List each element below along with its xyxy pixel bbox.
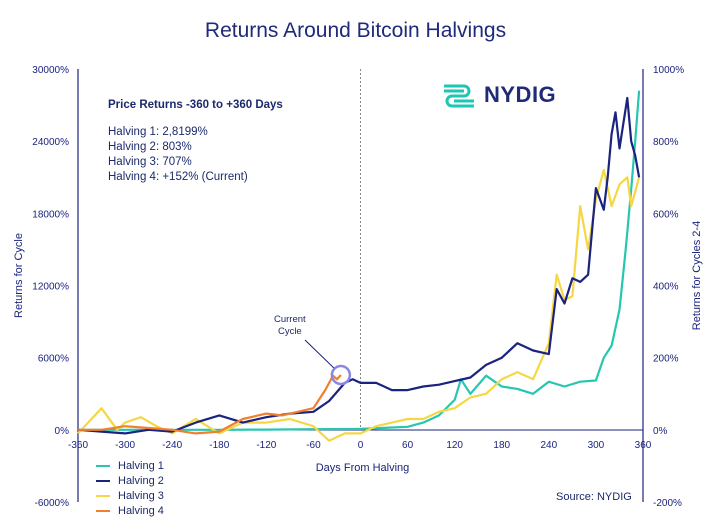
y-axis-title-right: Returns for Cycles 2-4: [691, 221, 703, 330]
annotation-line: Halving 1: 2,8199%: [108, 126, 208, 138]
source-note: Source: NYDIG: [556, 491, 632, 503]
x-tick-label: -300: [115, 440, 135, 451]
legend-label: Halving 3: [118, 489, 164, 502]
legend-item: Halving 2: [96, 473, 164, 488]
y-tick-label-right: 600%: [653, 209, 679, 220]
annotation-title: Price Returns -360 to +360 Days: [108, 99, 283, 111]
x-tick-label: 0: [358, 440, 364, 451]
y-tick-label-left: 24000%: [32, 137, 69, 148]
legend-swatch: [96, 464, 110, 467]
series-line-halving-3: [77, 168, 641, 442]
legend-label: Halving 1: [118, 459, 164, 472]
x-tick-label: 360: [635, 440, 652, 451]
legend-swatch: [96, 479, 110, 482]
y-tick-label-right: 200%: [653, 354, 679, 365]
legend-swatch: [96, 494, 110, 497]
x-tick-label: 60: [402, 440, 414, 451]
x-tick-label: 180: [493, 440, 510, 451]
x-tick-label: -360: [68, 440, 88, 451]
x-tick-label: -180: [209, 440, 229, 451]
y-tick-label-left: 12000%: [32, 282, 69, 293]
x-tick-label: 240: [540, 440, 557, 451]
y-tick-label-right: 1000%: [653, 65, 684, 76]
legend-item: Halving 3: [96, 488, 164, 503]
logo-text: NYDIG: [484, 82, 557, 107]
nydig-logo: NYDIG: [442, 82, 556, 108]
x-tick-label: -120: [256, 440, 276, 451]
legend: Halving 1 Halving 2 Halving 3 Halving 4: [96, 458, 164, 518]
nydig-logo-icon: [444, 84, 474, 108]
y-tick-label-right: -200%: [653, 498, 682, 509]
callout-line: Cycle: [277, 326, 302, 337]
y-tick-label-left: 0%: [55, 426, 70, 437]
series-line-halving-1: [78, 90, 641, 431]
y-tick-label-left: 6000%: [38, 354, 69, 365]
y-tick-label-left: -6000%: [35, 498, 70, 509]
legend-swatch: [96, 509, 110, 512]
callout-pointer-line: [304, 339, 335, 369]
annotation-line: Halving 2: 803%: [108, 141, 192, 153]
x-tick-label: 300: [588, 440, 605, 451]
legend-label: Halving 4: [118, 504, 164, 517]
x-tick-label: -60: [306, 440, 321, 451]
current-cycle-circle: [330, 364, 352, 386]
x-tick-label: -240: [162, 440, 182, 451]
y-tick-label-right: 400%: [653, 282, 679, 293]
current-cycle-callout: Current Cycle: [274, 314, 306, 338]
legend-label: Halving 2: [118, 474, 164, 487]
y-tick-label-left: 30000%: [32, 65, 69, 76]
chart-title: Returns Around Bitcoin Halvings: [204, 19, 507, 42]
x-axis-title: Days From Halving: [316, 462, 410, 474]
x-tick-label: 120: [446, 440, 463, 451]
returns-annotation: Price Returns -360 to +360 Days Halving …: [108, 98, 283, 185]
legend-item: Halving 4: [96, 503, 164, 518]
y-tick-label-right: 0%: [653, 426, 668, 437]
annotation-line: Halving 4: +152% (Current): [108, 171, 248, 183]
y-tick-label-left: 18000%: [32, 209, 69, 220]
callout-line: Current: [274, 314, 306, 325]
legend-item: Halving 1: [96, 458, 164, 473]
series-line-halving-4: [78, 374, 342, 435]
y-axis-title-left: Returns for Cycle: [13, 233, 25, 318]
y-tick-label-right: 800%: [653, 137, 679, 148]
annotation-line: Halving 3: 707%: [108, 156, 192, 168]
